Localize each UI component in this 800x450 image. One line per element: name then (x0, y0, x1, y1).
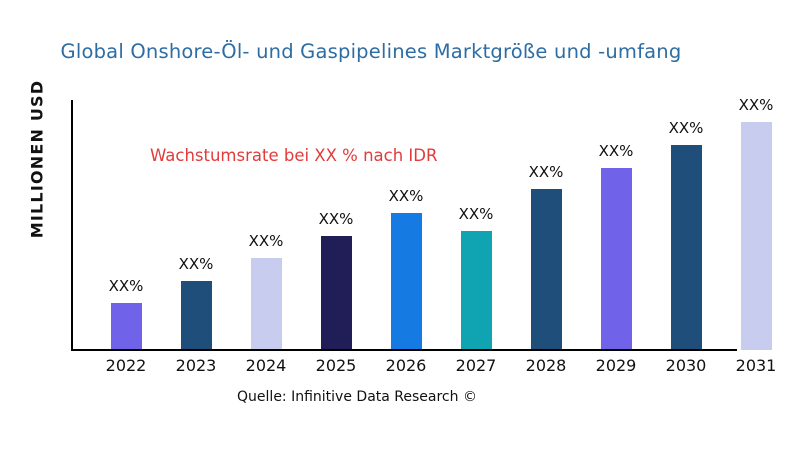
bar-value-label-2030: XX% (668, 119, 704, 137)
bar-2028 (530, 189, 562, 350)
bar-2027 (460, 231, 492, 350)
x-tick-label-2029: 2029 (595, 356, 637, 375)
bar-2031 (740, 122, 772, 350)
bar-value-label-2028: XX% (528, 163, 564, 181)
bar-2024 (250, 258, 282, 350)
x-tick-label-2026: 2026 (385, 356, 427, 375)
bar-value-label-2025: XX% (318, 210, 354, 228)
bar-2030 (670, 145, 702, 350)
bar-2026 (390, 213, 422, 350)
x-tick-label-2022: 2022 (105, 356, 147, 375)
x-tick-label-2023: 2023 (175, 356, 217, 375)
bar-value-label-2022: XX% (108, 277, 144, 295)
bar-value-label-2023: XX% (178, 255, 214, 273)
x-tick-label-2027: 2027 (455, 356, 497, 375)
x-tick-label-2031: 2031 (735, 356, 777, 375)
bar-2022 (110, 303, 142, 350)
bar-2023 (180, 281, 212, 350)
x-tick-label-2025: 2025 (315, 356, 357, 375)
bar-value-label-2027: XX% (458, 205, 494, 223)
x-tick-label-2024: 2024 (245, 356, 287, 375)
growth-rate-annotation: Wachstumsrate bei XX % nach IDR (150, 146, 438, 165)
bar-value-label-2029: XX% (598, 142, 634, 160)
bar-value-label-2031: XX% (738, 96, 774, 114)
bar-2029 (600, 168, 632, 350)
bar-2025 (320, 236, 352, 350)
bar-value-label-2026: XX% (388, 187, 424, 205)
x-axis-line (71, 349, 737, 351)
bar-value-label-2024: XX% (248, 232, 284, 250)
source-attribution: Quelle: Infinitive Data Research © (237, 389, 477, 405)
y-axis-line (71, 100, 73, 351)
chart-title: Global Onshore-Öl- und Gaspipelines Mark… (60, 40, 682, 63)
x-tick-label-2030: 2030 (665, 356, 707, 375)
x-tick-label-2028: 2028 (525, 356, 567, 375)
